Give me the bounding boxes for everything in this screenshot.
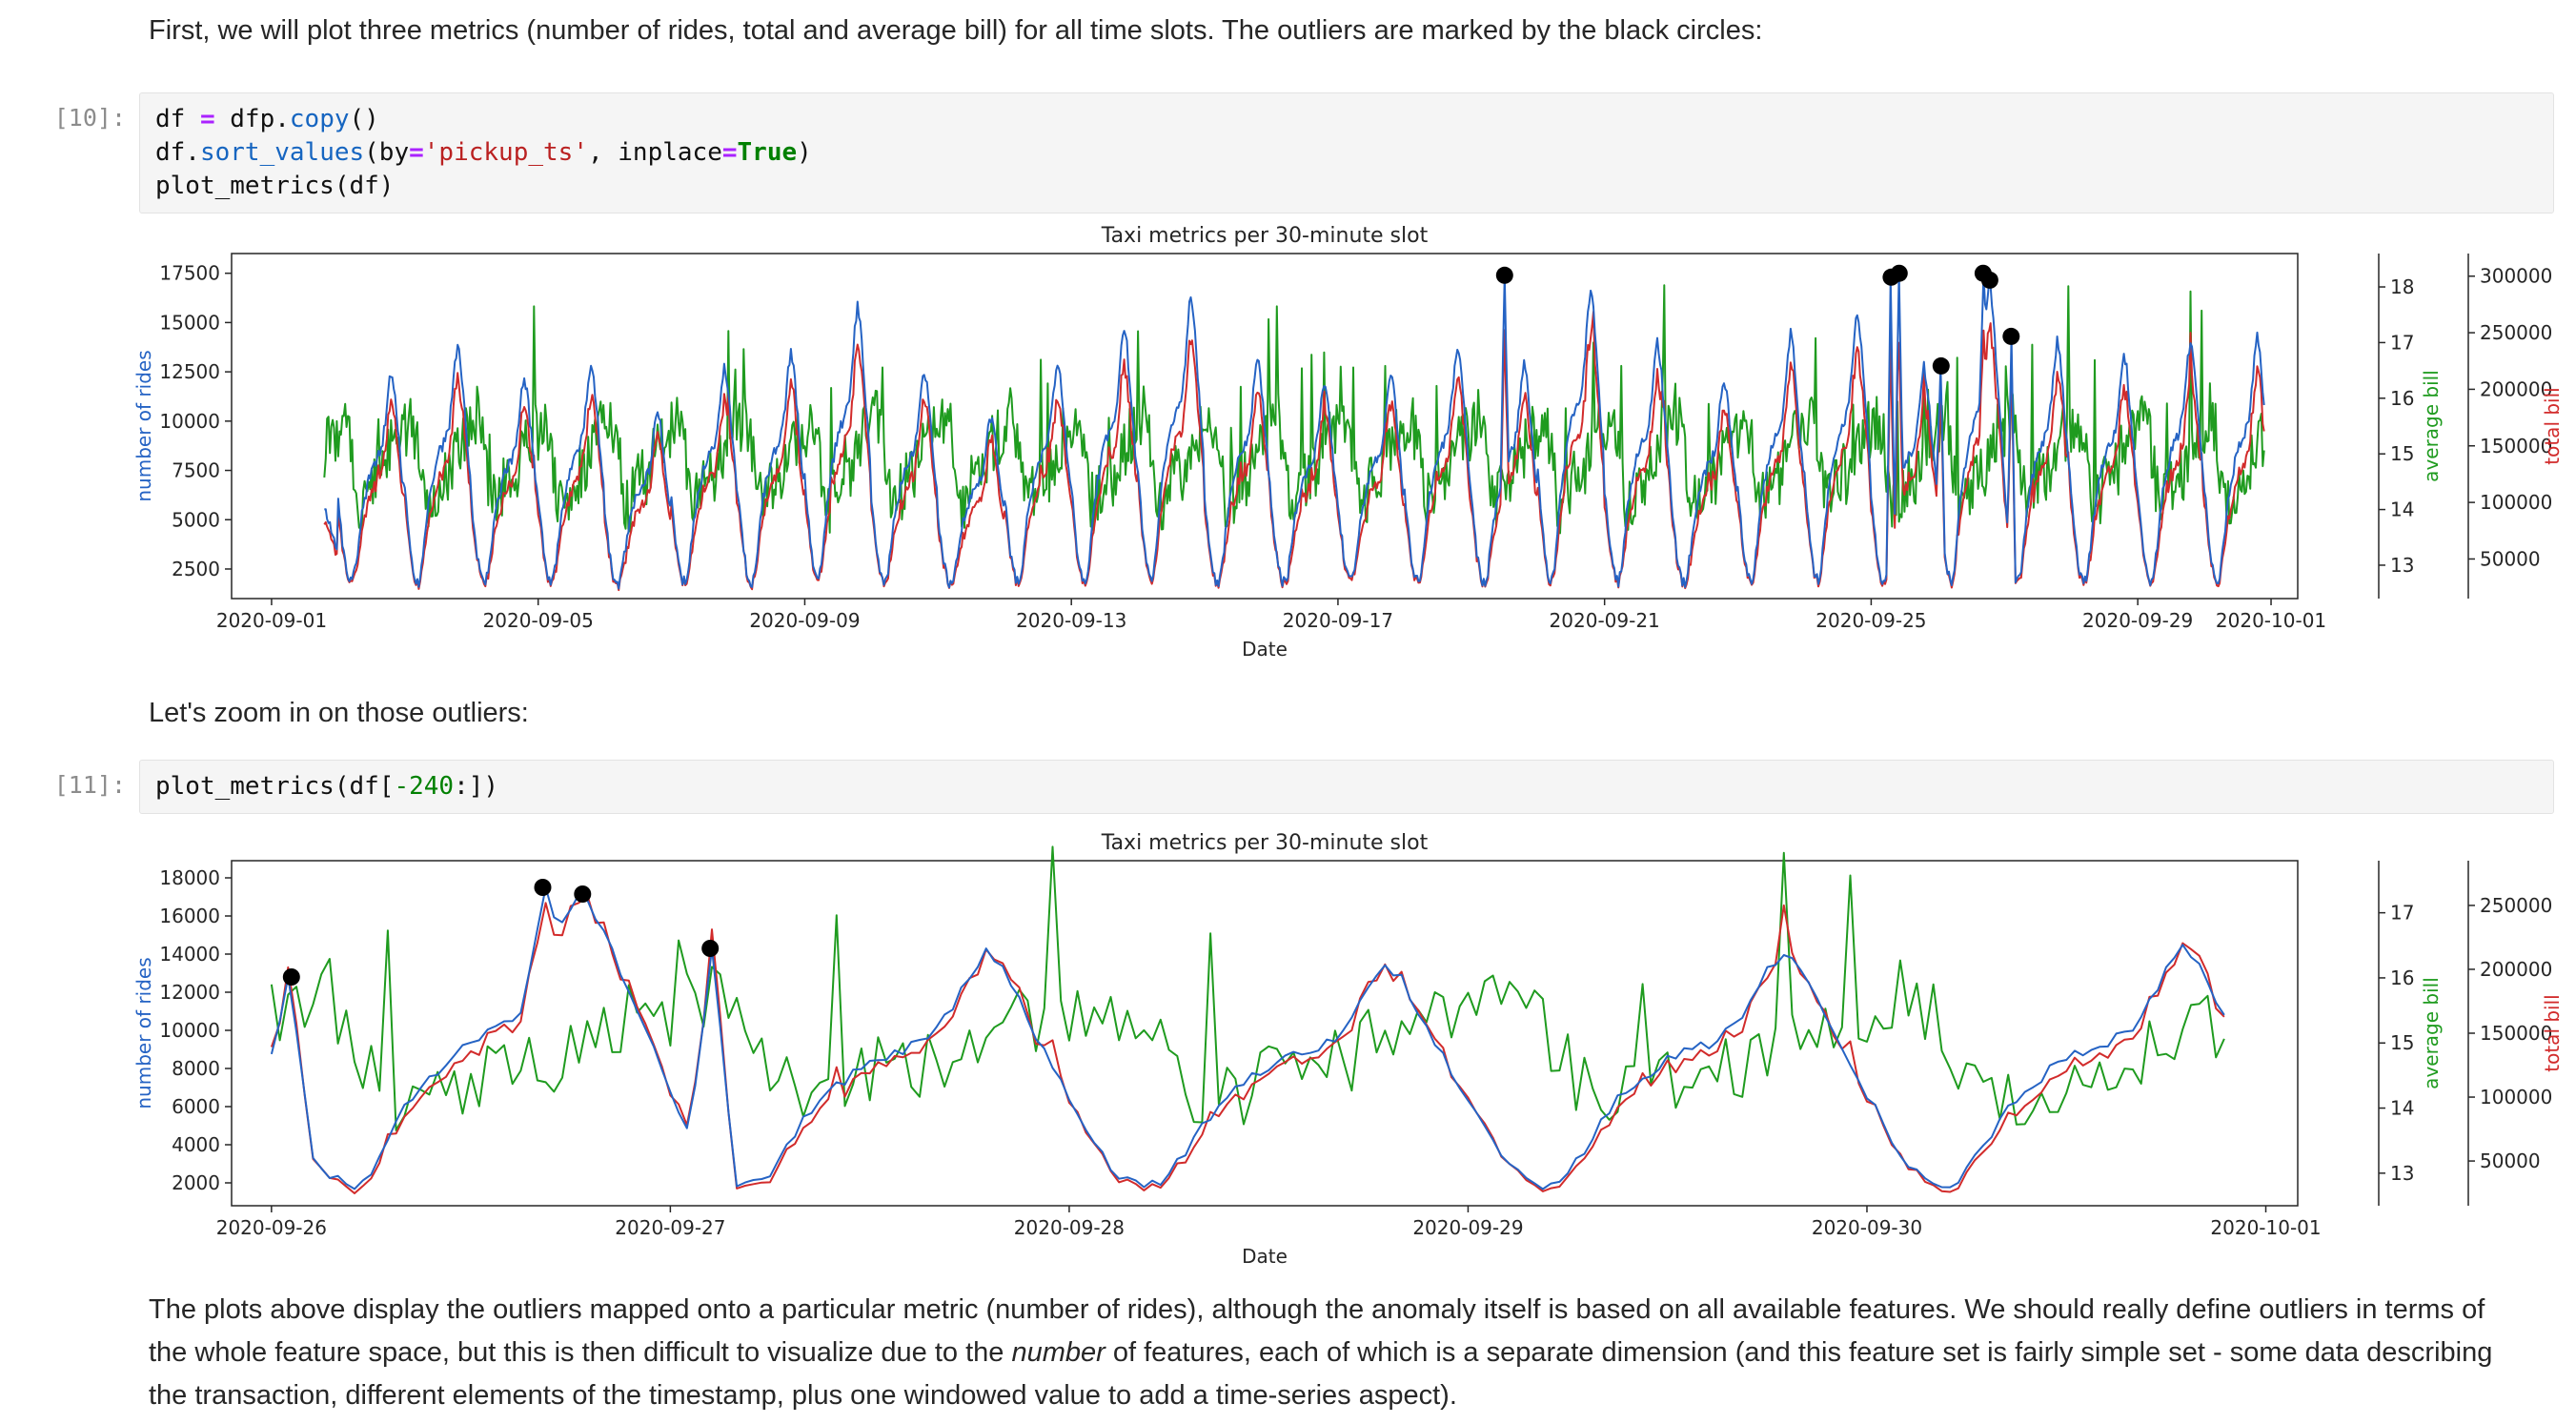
avg-bill-axis-label: average bill: [2420, 370, 2443, 482]
avg-bill-tick-label: 14: [2390, 1097, 2414, 1120]
y-tick-label: 16000: [159, 905, 220, 927]
total-bill-tick-label: 250000: [2480, 894, 2552, 917]
x-tick-label: 2020-09-29: [2082, 609, 2193, 632]
avg-bill-tick-label: 15: [2390, 442, 2414, 465]
total-bill-tick-label: 150000: [2480, 435, 2552, 458]
total-bill-tick-label: 50000: [2480, 547, 2541, 570]
total-bill-tick-label: 50000: [2480, 1149, 2541, 1172]
x-tick-label: 2020-09-27: [615, 1216, 725, 1239]
y-tick-label: 6000: [172, 1095, 220, 1118]
y-tick-label: 5000: [172, 508, 220, 531]
plot-area: [231, 860, 2299, 1207]
total-bill-tick-label: 250000: [2480, 321, 2552, 344]
x-tick-label: 2020-10-01: [2216, 609, 2326, 632]
input-prompt: [11]:: [53, 771, 126, 799]
x-tick-label: 2020-09-13: [1016, 609, 1126, 632]
y-tick-label: 8000: [172, 1057, 220, 1080]
x-tick-label: 2020-09-01: [216, 609, 327, 632]
markdown-text: Let's zoom in on those outliers:: [149, 698, 529, 728]
outlier-marker: [534, 879, 552, 896]
y-tick-label: 14000: [159, 943, 220, 966]
code-editor[interactable]: plot_metrics(df[-240:]): [139, 760, 2554, 814]
x-tick-label: 2020-09-25: [1815, 609, 1926, 632]
x-tick-label: 2020-09-26: [216, 1216, 327, 1239]
series-rides: [324, 272, 2265, 590]
y-tick-label: 10000: [159, 1019, 220, 1042]
code-cell-10: [10]: df = dfp.copy() df.sort_values(by='…: [0, 92, 2554, 214]
avg-bill-tick-label: 14: [2390, 498, 2414, 521]
total-bill-tick-label: 200000: [2480, 958, 2552, 981]
outlier-marker: [1495, 266, 1513, 284]
code-cell-11: [11]: plot_metrics(df[-240:]): [0, 760, 2554, 814]
x-axis-label: Date: [1242, 1245, 1288, 1268]
x-tick-label: 2020-09-05: [483, 609, 594, 632]
avg-bill-tick-label: 13: [2390, 554, 2414, 577]
avg-bill-tick-label: 17: [2390, 902, 2414, 925]
left-axis-label: number of rides: [132, 957, 155, 1109]
outlier-marker: [574, 885, 592, 903]
avg-bill-tick-label: 18: [2390, 275, 2414, 298]
outlier-marker: [1890, 264, 1908, 282]
x-tick-label: 2020-09-28: [1014, 1216, 1125, 1239]
y-tick-label: 7500: [172, 459, 220, 482]
y-tick-label: 12500: [159, 360, 220, 383]
x-tick-label: 2020-09-09: [749, 609, 860, 632]
outlier-marker: [2002, 327, 2020, 345]
x-tick-label: 2020-09-30: [1812, 1216, 1922, 1239]
series-avg: [270, 845, 2225, 1131]
markdown-cell-discussion: The plots above display the outliers map…: [149, 1289, 2503, 1417]
markdown-cell-zoom: Let's zoom in on those outliers:: [149, 692, 529, 735]
y-tick-label: 10000: [159, 410, 220, 433]
avg-bill-tick-label: 17: [2390, 331, 2414, 354]
avg-bill-axis-label: average bill: [2420, 977, 2443, 1089]
total-bill-tick-label: 200000: [2480, 377, 2552, 400]
code-editor[interactable]: df = dfp.copy() df.sort_values(by='pickup…: [139, 92, 2554, 214]
outlier-marker: [282, 968, 300, 986]
x-tick-label: 2020-09-21: [1550, 609, 1660, 632]
input-prompt: [10]:: [53, 104, 126, 132]
avg-bill-tick-label: 15: [2390, 1031, 2414, 1054]
chart-title: Taxi metrics per 30-minute slot: [1101, 831, 1429, 855]
total-bill-tick-label: 100000: [2480, 491, 2552, 514]
markdown-italic-text: number: [1011, 1337, 1105, 1368]
total-bill-tick-label: 300000: [2480, 265, 2552, 288]
total-bill-tick-label: 150000: [2480, 1022, 2552, 1045]
y-tick-label: 12000: [159, 981, 220, 1004]
total-bill-axis-label: total bill: [2541, 387, 2564, 464]
avg-bill-tick-label: 16: [2390, 387, 2414, 410]
y-tick-label: 2500: [172, 558, 220, 580]
y-tick-label: 4000: [172, 1133, 220, 1156]
x-tick-label: 2020-10-01: [2210, 1216, 2321, 1239]
total-bill-tick-label: 100000: [2480, 1086, 2552, 1109]
left-axis-label: number of rides: [132, 350, 155, 501]
markdown-text: of features, each of which is a separate…: [149, 1337, 2493, 1411]
chart-taxi-metrics-full: Taxi metrics per 30-minute slot 2020-09-0…: [132, 224, 2564, 661]
total-bill-axis-label: total bill: [2541, 994, 2564, 1071]
avg-bill-tick-label: 13: [2390, 1162, 2414, 1185]
y-tick-label: 15000: [159, 311, 220, 334]
chart-taxi-metrics-zoomed: Taxi metrics per 30-minute slot 2020-09-2…: [132, 831, 2564, 1268]
outlier-marker: [1980, 271, 1998, 289]
markdown-text: First, we will plot three metrics (numbe…: [149, 15, 1763, 46]
y-tick-label: 17500: [159, 262, 220, 285]
avg-bill-tick-label: 16: [2390, 966, 2414, 989]
outlier-marker: [701, 940, 720, 957]
markdown-cell-intro: First, we will plot three metrics (numbe…: [149, 10, 1762, 52]
series-rides: [270, 886, 2225, 1190]
y-tick-label: 18000: [159, 866, 220, 889]
x-tick-label: 2020-09-17: [1283, 609, 1393, 632]
outlier-marker: [1932, 356, 1950, 375]
x-tick-label: 2020-09-29: [1412, 1216, 1523, 1239]
markdown-text: The plots above display the outliers map…: [149, 1294, 2485, 1368]
chart-title: Taxi metrics per 30-minute slot: [1101, 224, 1429, 248]
x-axis-label: Date: [1242, 638, 1288, 661]
y-tick-label: 2000: [172, 1171, 220, 1194]
